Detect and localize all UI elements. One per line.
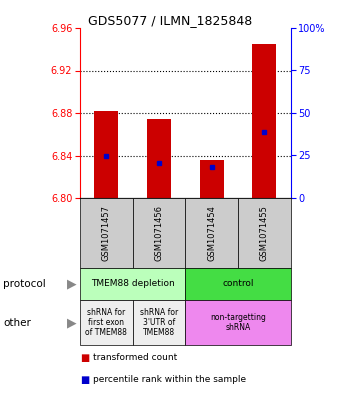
Text: ▶: ▶ bbox=[67, 316, 76, 329]
Bar bbox=[238, 198, 291, 268]
Bar bbox=[185, 268, 291, 300]
Bar bbox=[200, 160, 223, 198]
Bar bbox=[147, 119, 171, 198]
Bar bbox=[133, 198, 185, 268]
Bar bbox=[253, 44, 276, 198]
Text: ■: ■ bbox=[80, 353, 89, 363]
Text: protocol: protocol bbox=[3, 279, 46, 289]
Text: shRNA for
first exon
of TMEM88: shRNA for first exon of TMEM88 bbox=[85, 308, 127, 338]
Text: ▶: ▶ bbox=[67, 277, 76, 290]
Bar bbox=[80, 300, 133, 345]
Text: percentile rank within the sample: percentile rank within the sample bbox=[93, 375, 246, 384]
Bar bbox=[133, 300, 185, 345]
Bar bbox=[185, 300, 291, 345]
Text: ■: ■ bbox=[80, 375, 89, 385]
Text: shRNA for
3'UTR of
TMEM88: shRNA for 3'UTR of TMEM88 bbox=[140, 308, 178, 338]
Text: non-targetting
shRNA: non-targetting shRNA bbox=[210, 313, 266, 332]
Text: other: other bbox=[3, 318, 31, 327]
Text: GSM1071455: GSM1071455 bbox=[260, 205, 269, 261]
Text: GSM1071456: GSM1071456 bbox=[154, 205, 164, 261]
Text: GSM1071457: GSM1071457 bbox=[102, 205, 111, 261]
Text: TMEM88 depletion: TMEM88 depletion bbox=[91, 279, 174, 288]
Bar bbox=[80, 268, 185, 300]
Text: GSM1071454: GSM1071454 bbox=[207, 205, 216, 261]
Bar bbox=[80, 198, 133, 268]
Text: GDS5077 / ILMN_1825848: GDS5077 / ILMN_1825848 bbox=[88, 14, 252, 27]
Bar bbox=[95, 111, 118, 198]
Text: control: control bbox=[222, 279, 254, 288]
Bar bbox=[185, 198, 238, 268]
Text: transformed count: transformed count bbox=[93, 353, 177, 362]
